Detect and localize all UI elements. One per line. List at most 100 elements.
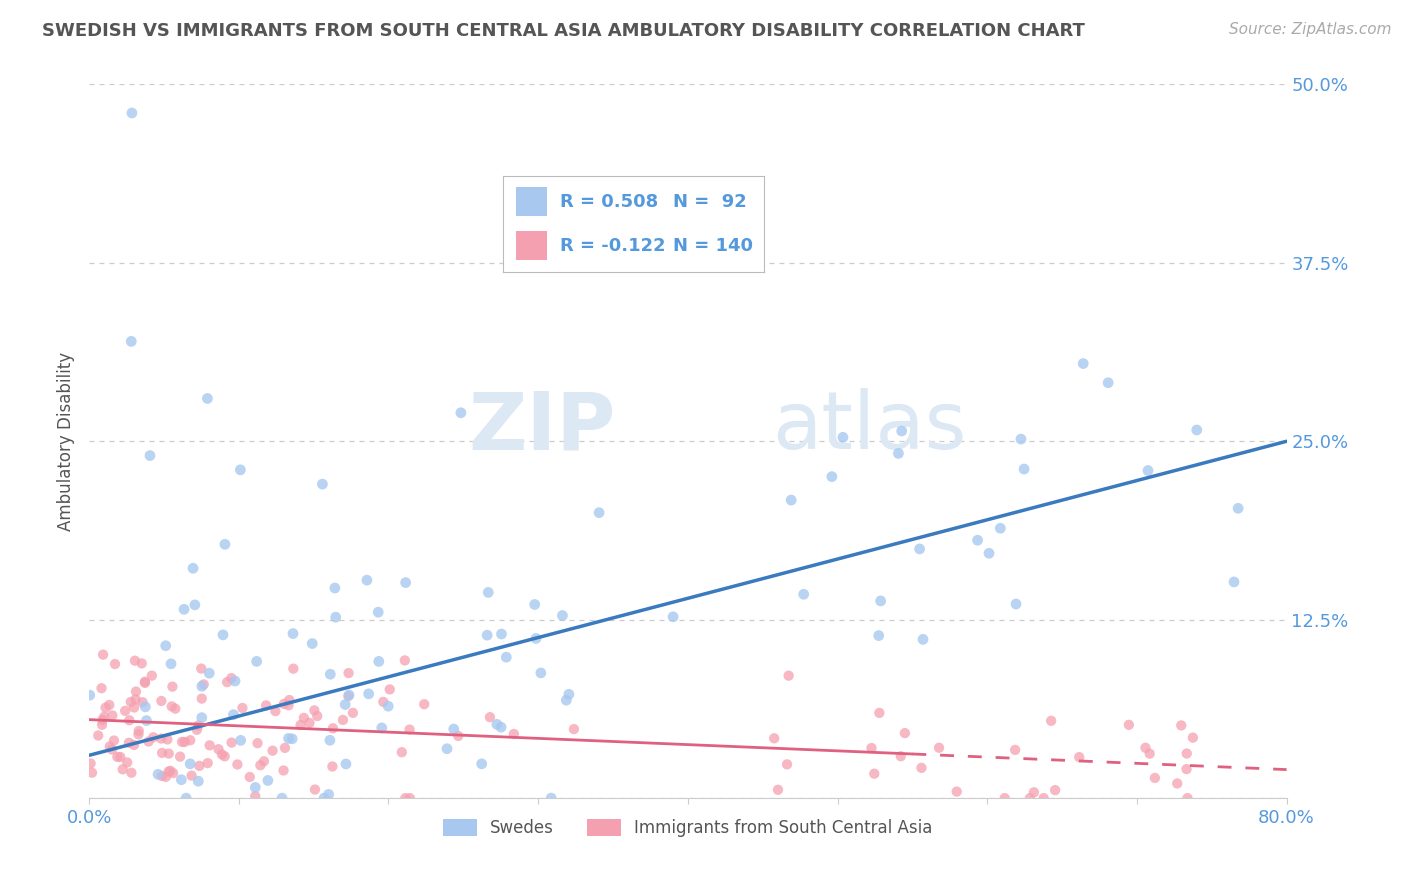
Point: [910, 761, 932, 775]
Text: N = 140: N = 140: [672, 237, 752, 255]
Point: [217, 675, 239, 690]
Point: [257, 773, 280, 788]
Point: [503, 727, 526, 741]
Point: [450, 406, 472, 420]
Point: [198, 739, 221, 753]
Text: atlas: atlas: [772, 388, 966, 466]
Point: [307, 709, 329, 723]
Point: [763, 731, 786, 746]
Point: [994, 791, 1017, 805]
Point: [124, 692, 146, 706]
Point: [173, 602, 195, 616]
Point: [1004, 743, 1026, 757]
Point: [337, 666, 360, 681]
Point: [150, 694, 173, 708]
Point: [894, 726, 917, 740]
Point: [1175, 762, 1198, 776]
Y-axis label: Ambulatory Disability: Ambulatory Disability: [58, 351, 75, 531]
Point: [239, 770, 262, 784]
Point: [530, 665, 553, 680]
Point: [179, 733, 201, 747]
Point: [278, 693, 301, 707]
Point: [135, 714, 157, 728]
Point: [1136, 463, 1159, 477]
Point: [91, 713, 114, 727]
Point: [1005, 597, 1028, 611]
Point: [190, 711, 212, 725]
Point: [337, 688, 360, 702]
Text: ZIP: ZIP: [468, 388, 616, 466]
Point: [495, 650, 517, 665]
Point: [1097, 376, 1119, 390]
Text: SWEDISH VS IMMIGRANTS FROM SOUTH CENTRAL ASIA AMBULATORY DISABILITY CORRELATION : SWEDISH VS IMMIGRANTS FROM SOUTH CENTRAL…: [42, 22, 1085, 40]
Point: [155, 639, 177, 653]
Point: [262, 744, 284, 758]
Point: [304, 703, 326, 717]
Point: [246, 654, 269, 668]
Point: [966, 533, 988, 548]
Point: [325, 610, 347, 624]
Point: [491, 627, 513, 641]
Point: [114, 704, 136, 718]
Point: [863, 766, 886, 780]
Point: [471, 756, 494, 771]
Point: [335, 756, 357, 771]
Point: [169, 749, 191, 764]
Point: [170, 735, 193, 749]
Point: [91, 648, 114, 662]
Point: [335, 698, 357, 712]
Point: [540, 791, 562, 805]
Point: [890, 749, 912, 764]
Point: [1143, 771, 1166, 785]
Point: [447, 729, 470, 743]
Point: [124, 654, 146, 668]
Point: [120, 695, 142, 709]
Point: [662, 610, 685, 624]
Point: [1012, 462, 1035, 476]
Point: [371, 721, 394, 735]
Point: [1181, 731, 1204, 745]
Point: [1175, 747, 1198, 761]
Point: [229, 463, 252, 477]
Point: [197, 392, 219, 406]
Point: [321, 759, 343, 773]
Point: [337, 689, 360, 703]
Point: [1022, 785, 1045, 799]
Point: [115, 756, 138, 770]
Point: [193, 677, 215, 691]
Point: [283, 662, 305, 676]
Point: [245, 789, 267, 804]
Point: [173, 735, 195, 749]
Text: R = 0.508: R = 0.508: [560, 193, 658, 211]
Point: [186, 723, 208, 737]
Point: [121, 106, 143, 120]
Point: [131, 657, 153, 671]
Point: [1135, 740, 1157, 755]
Point: [125, 684, 148, 698]
Point: [391, 745, 413, 759]
Point: [277, 731, 299, 746]
Point: [98, 739, 121, 754]
Point: [318, 788, 340, 802]
Point: [141, 668, 163, 682]
Point: [110, 750, 132, 764]
Point: [273, 764, 295, 778]
Point: [179, 756, 201, 771]
Point: [367, 605, 389, 619]
Point: [103, 733, 125, 747]
Point: [181, 561, 204, 575]
Point: [79, 688, 101, 702]
Point: [274, 740, 297, 755]
Point: [101, 708, 124, 723]
Point: [928, 740, 950, 755]
Point: [290, 718, 312, 732]
Point: [101, 742, 124, 756]
Point: [188, 759, 211, 773]
Point: [398, 723, 420, 737]
Point: [860, 741, 883, 756]
Point: [127, 727, 149, 741]
Point: [1118, 718, 1140, 732]
Point: [373, 695, 395, 709]
Point: [122, 738, 145, 752]
Point: [264, 704, 287, 718]
